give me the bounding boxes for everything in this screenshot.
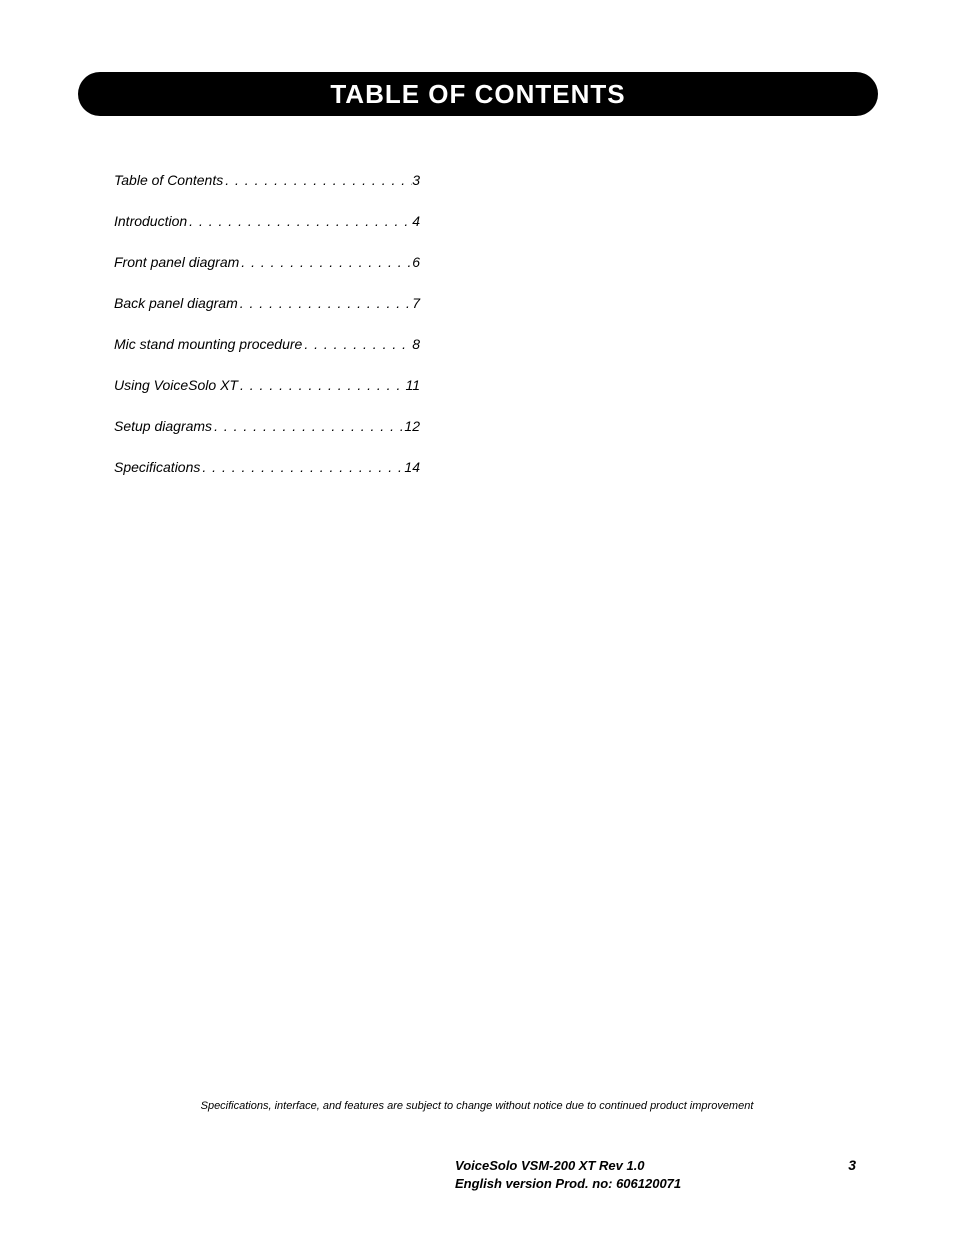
toc-row: Mic stand mounting procedure . . . . . .… bbox=[114, 336, 420, 352]
toc-label: Mic stand mounting procedure bbox=[114, 336, 302, 352]
toc-row: Setup diagrams . . . . . . . . . . . . .… bbox=[114, 418, 420, 434]
toc-label: Front panel diagram bbox=[114, 254, 239, 270]
title-bar-text: TABLE OF CONTENTS bbox=[330, 79, 625, 110]
toc-page: 6 bbox=[412, 254, 420, 270]
toc-page: 11 bbox=[405, 377, 420, 393]
toc-row: Using VoiceSolo XT . . . . . . . . . . .… bbox=[114, 377, 420, 393]
toc-leader-dots: . . . . . . . . . . . . . . . . . . . . … bbox=[302, 336, 412, 352]
footer-line-2: English version Prod. no: 606120071 bbox=[455, 1175, 681, 1193]
toc-list: Table of Contents . . . . . . . . . . . … bbox=[114, 172, 420, 500]
toc-label: Setup diagrams bbox=[114, 418, 212, 434]
toc-label: Back panel diagram bbox=[114, 295, 238, 311]
page-number: 3 bbox=[848, 1157, 856, 1173]
footer-info: VoiceSolo VSM-200 XT Rev 1.0 English ver… bbox=[455, 1157, 681, 1193]
toc-label: Using VoiceSolo XT bbox=[114, 377, 238, 393]
toc-page: 4 bbox=[412, 213, 420, 229]
toc-page: 12 bbox=[404, 418, 420, 434]
toc-label: Specifications bbox=[114, 459, 200, 475]
toc-page: 7 bbox=[412, 295, 420, 311]
toc-leader-dots: . . . . . . . . . . . . . . . . . . . . … bbox=[212, 418, 404, 434]
disclaimer-text: Specifications, interface, and features … bbox=[0, 1100, 954, 1112]
toc-row: Specifications . . . . . . . . . . . . .… bbox=[114, 459, 420, 475]
toc-label: Introduction bbox=[114, 213, 187, 229]
toc-label: Table of Contents bbox=[114, 172, 223, 188]
toc-leader-dots: . . . . . . . . . . . . . . . . . . . . … bbox=[200, 459, 404, 475]
toc-leader-dots: . . . . . . . . . . . . . . . . . . . . … bbox=[223, 172, 412, 188]
toc-leader-dots: . . . . . . . . . . . . . . . . . . . . … bbox=[187, 213, 412, 229]
footer-line-1: VoiceSolo VSM-200 XT Rev 1.0 bbox=[455, 1157, 681, 1175]
title-bar: TABLE OF CONTENTS bbox=[78, 72, 878, 116]
toc-row: Introduction . . . . . . . . . . . . . .… bbox=[114, 213, 420, 229]
toc-page: 8 bbox=[412, 336, 420, 352]
toc-page: 14 bbox=[404, 459, 420, 475]
toc-row: Back panel diagram . . . . . . . . . . .… bbox=[114, 295, 420, 311]
toc-leader-dots: . . . . . . . . . . . . . . . . . . . . … bbox=[239, 254, 412, 270]
toc-row: Table of Contents . . . . . . . . . . . … bbox=[114, 172, 420, 188]
toc-leader-dots: . . . . . . . . . . . . . . . . . . . . … bbox=[238, 377, 405, 393]
toc-leader-dots: . . . . . . . . . . . . . . . . . . . . … bbox=[238, 295, 412, 311]
toc-page: 3 bbox=[412, 172, 420, 188]
toc-row: Front panel diagram . . . . . . . . . . … bbox=[114, 254, 420, 270]
